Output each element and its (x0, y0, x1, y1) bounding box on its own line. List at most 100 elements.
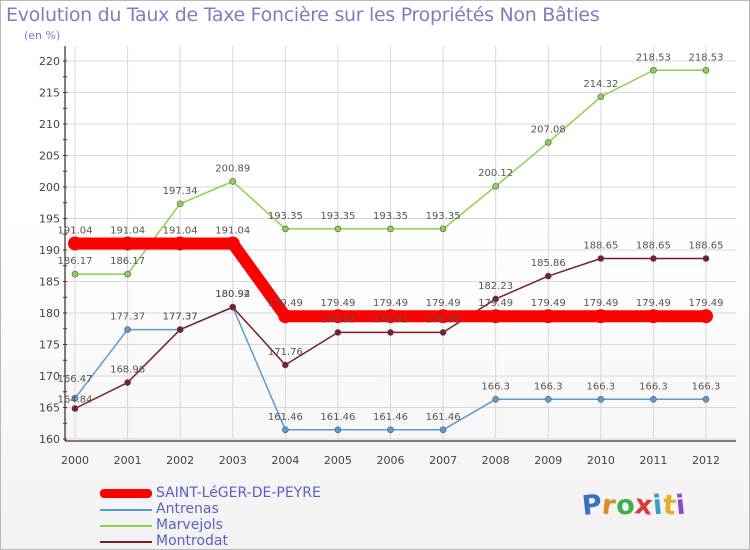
y-tick-label: 195 (39, 213, 60, 226)
data-label: 179.49 (531, 298, 566, 309)
data-label: 214.32 (583, 79, 618, 90)
data-point (650, 396, 657, 403)
data-label: 176.92 (320, 314, 355, 325)
y-tick-label: 180 (39, 307, 60, 320)
data-label: 168.96 (110, 365, 145, 376)
data-point (646, 309, 661, 324)
legend-swatch (100, 489, 152, 498)
data-label: 188.65 (636, 241, 671, 252)
y-tick-label: 200 (39, 181, 60, 194)
data-label: 179.49 (583, 298, 618, 309)
data-point (492, 182, 499, 190)
data-point (597, 396, 605, 403)
data-point (278, 309, 293, 324)
legend-swatch (100, 525, 152, 527)
data-label: 166.3 (481, 381, 510, 392)
data-point (541, 309, 556, 324)
data-label: 218.53 (636, 52, 671, 63)
data-point (383, 309, 398, 324)
y-tick-label: 215 (39, 87, 60, 100)
data-label: 179.49 (320, 298, 355, 309)
data-point (593, 309, 608, 324)
data-label: 164.84 (58, 395, 93, 406)
line-chart: 160 165 170 175 180 185 190 195 200 205 210 215 220 2… (39, 46, 736, 467)
data-label: 188.65 (689, 241, 724, 252)
data-label: 193.35 (268, 211, 303, 222)
chart-title: Evolution du Taux de Taxe Foncière sur l… (6, 4, 600, 26)
data-point (597, 93, 605, 101)
data-label: 177.37 (163, 312, 198, 323)
x-tick-label: 2000 (61, 454, 89, 467)
data-point (176, 200, 184, 208)
data-point (334, 225, 342, 233)
y-tick-label: 170 (39, 370, 60, 383)
series-lines (68, 66, 713, 434)
data-label: 191.04 (110, 225, 145, 236)
data-point (330, 309, 345, 324)
data-point (225, 236, 240, 251)
data-point (124, 326, 131, 333)
data-point (334, 329, 342, 336)
data-label: 171.76 (268, 347, 303, 358)
data-label: 179.49 (373, 298, 408, 309)
data-label: 179.49 (689, 298, 724, 309)
data-label: 176.92 (373, 314, 408, 325)
data-point (436, 309, 451, 324)
y-tick-label: 185 (39, 276, 60, 289)
data-label: 176.92 (426, 314, 461, 325)
data-point (650, 255, 657, 262)
data-label: 161.46 (268, 412, 303, 423)
data-point (439, 225, 447, 233)
legend-label: Marvejols (156, 517, 223, 533)
data-point (124, 270, 131, 278)
logo-letter: i (674, 489, 688, 522)
data-point (702, 396, 710, 403)
data-point (387, 329, 394, 336)
data-label: 200.89 (215, 163, 250, 174)
data-label: 166.3 (692, 381, 721, 392)
x-tick-label: 2006 (377, 454, 405, 467)
data-point (544, 272, 552, 280)
data-point (492, 295, 499, 303)
proxiti-logo: Proxiti (580, 489, 688, 522)
data-label: 179.49 (426, 298, 461, 309)
data-point (488, 309, 503, 324)
data-point (71, 270, 79, 278)
data-label: 179.49 (478, 298, 513, 309)
data-point (544, 396, 552, 403)
data-point (439, 329, 447, 336)
legend-label: SAINT-LéGER-DE-PEYRE (156, 485, 321, 501)
data-label: 180.92 (215, 289, 250, 300)
data-label: 186.17 (110, 256, 145, 267)
data-point (334, 426, 342, 434)
data-label: 166.47 (58, 374, 93, 385)
legend-label: Montrodat (156, 533, 228, 549)
data-point (71, 405, 79, 412)
data-label: 179.49 (636, 298, 671, 309)
data-point (229, 303, 237, 311)
x-tick-label: 2011 (639, 454, 667, 467)
data-point (124, 379, 131, 386)
y-axis-unit: (en %) (24, 29, 61, 42)
x-tick-label: 2012 (692, 454, 720, 467)
data-point (387, 225, 394, 233)
data-label: 193.35 (320, 211, 355, 222)
data-label: 161.46 (373, 412, 408, 423)
data-label: 200.12 (478, 168, 513, 179)
data-label: 182.23 (478, 281, 513, 292)
data-point (597, 255, 605, 262)
data-point (282, 361, 289, 369)
data-label: 193.35 (426, 211, 461, 222)
y-tick-label: 175 (39, 339, 60, 352)
data-point (71, 394, 79, 402)
legend-label: Antrenas (156, 501, 219, 517)
data-label: 166.3 (534, 381, 563, 392)
data-label: 191.04 (58, 225, 93, 236)
data-label: 185.86 (531, 258, 566, 269)
y-tick-label: 205 (39, 150, 60, 163)
x-tick-label: 2005 (324, 454, 352, 467)
data-label: 193.35 (373, 211, 408, 222)
legend-swatch (100, 509, 152, 511)
x-tick-label: 2004 (271, 454, 299, 467)
x-tick-label: 2007 (429, 454, 457, 467)
